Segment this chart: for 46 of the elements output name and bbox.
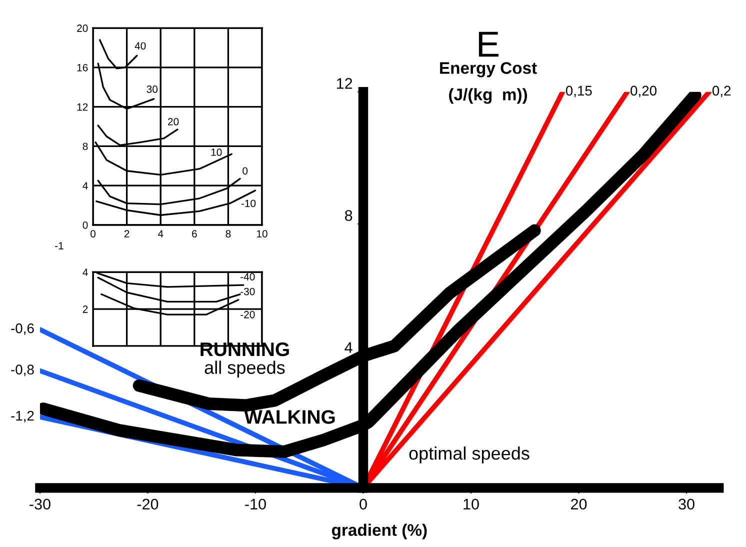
annotation: -30	[240, 288, 255, 296]
y-tick-label: 16	[77, 64, 88, 72]
y-tick-label: 4	[344, 342, 352, 353]
x-tick-label: 2	[124, 230, 130, 238]
annotation: -1	[55, 242, 64, 250]
x-tick-label: 4	[158, 230, 164, 238]
x-tick-label: -30	[30, 498, 50, 510]
x-axis-title: gradient (%)	[332, 524, 427, 540]
annotation: -40	[240, 273, 255, 280]
y-tick-label: 12	[77, 103, 88, 111]
y-tick-label: 20	[77, 24, 88, 32]
y-tick-label: 4	[82, 268, 88, 276]
annotation: optimal speeds	[409, 446, 530, 464]
x-tick-label: 0	[360, 498, 367, 510]
annotation: -20	[240, 310, 255, 318]
annotation: -10	[241, 200, 256, 208]
annotation: -0,8	[11, 364, 34, 376]
annotation: 10	[211, 148, 222, 156]
y-tick-label: 8	[345, 210, 352, 221]
y-tick-label: 12	[337, 78, 352, 89]
y-tick-label: 4	[82, 182, 88, 190]
annotation: 0,20	[630, 86, 657, 98]
x-tick-label: 10	[256, 230, 268, 238]
x-tick-label: 30	[678, 498, 694, 510]
chart-title: E	[478, 32, 499, 57]
y-axis-title: Energy Cost (J/(kg m))	[440, 62, 537, 104]
x-tick-label: 8	[226, 230, 231, 238]
annotation: WALKING	[244, 410, 335, 424]
annotation: 40	[134, 42, 146, 50]
x-tick-label: 10	[464, 498, 479, 510]
annotation: -0,6	[11, 323, 34, 335]
annotation: 0,2	[712, 86, 731, 98]
y-tick-label: 8	[82, 142, 88, 150]
annotation: all speeds	[204, 360, 285, 378]
y-tick-label: 2	[82, 306, 88, 313]
annotation: 0,15	[566, 86, 592, 98]
x-tick-label: -10	[245, 498, 266, 510]
annotation: 20	[168, 118, 179, 126]
annotation: 0	[242, 167, 248, 175]
annotation: 30	[146, 86, 158, 93]
x-tick-label: 6	[192, 230, 197, 238]
x-tick-label: 0	[90, 230, 96, 238]
y-tick-label: 0	[82, 221, 88, 229]
x-tick-label: 20	[571, 498, 587, 510]
annotation: -1,2	[11, 410, 34, 422]
x-tick-label: -20	[137, 498, 158, 510]
